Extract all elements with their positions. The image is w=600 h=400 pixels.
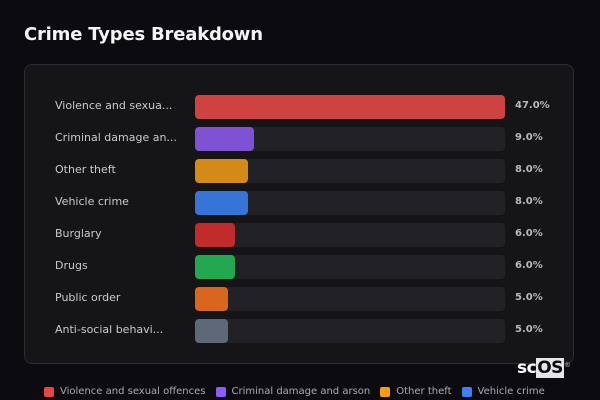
legend-swatch-icon xyxy=(44,386,54,397)
legend-swatch-icon xyxy=(461,386,472,397)
bar-fill[interactable] xyxy=(195,159,248,183)
legend-item[interactable]: Other theft xyxy=(380,386,452,397)
bar-label: Vehicle crime xyxy=(55,195,129,208)
chart-card: Violence and sexua... 47.0% Criminal damag… xyxy=(24,64,574,364)
bar-value: 9.0% xyxy=(515,132,543,143)
legend-item[interactable]: Violence and sexual offences xyxy=(44,386,206,397)
bar-fill[interactable] xyxy=(195,255,235,279)
bar-label: Drugs xyxy=(55,259,88,272)
legend-label: Violence and sexual offences xyxy=(60,386,206,397)
bar-row[interactable]: Vehicle crime 8.0% xyxy=(55,191,555,215)
legend-label: Criminal damage and arson xyxy=(231,386,371,397)
bar-track xyxy=(195,159,505,183)
bar-track xyxy=(195,255,505,279)
bar-track xyxy=(195,95,505,119)
bar-track xyxy=(195,127,505,151)
bar-label: Other theft xyxy=(55,163,116,176)
bar-fill[interactable] xyxy=(195,287,228,311)
bar-label: Public order xyxy=(55,291,121,304)
bar-row[interactable]: Criminal damage an... 9.0% xyxy=(55,127,555,151)
bar-label: Violence and sexua... xyxy=(55,99,173,112)
bar-track xyxy=(195,223,505,247)
registered-mark: ® xyxy=(563,361,571,369)
legend-item[interactable]: Vehicle crime xyxy=(461,386,545,397)
legend-swatch-icon xyxy=(215,386,226,397)
bar-label: Anti-social behavi... xyxy=(55,323,164,336)
bar-value: 5.0% xyxy=(515,324,543,335)
bar-value: 6.0% xyxy=(515,260,543,271)
bar-fill[interactable] xyxy=(195,191,248,215)
legend-label: Vehicle crime xyxy=(477,386,545,397)
bar-row[interactable]: Drugs 6.0% xyxy=(55,255,555,279)
logo-os: OS xyxy=(536,358,564,378)
bar-row[interactable]: Violence and sexua... 47.0% xyxy=(55,95,555,119)
bar-track xyxy=(195,191,505,215)
bar-fill[interactable] xyxy=(195,319,228,343)
bar-value: 8.0% xyxy=(515,196,543,207)
bar-value: 47.0% xyxy=(515,100,550,111)
page-title: Crime Types Breakdown xyxy=(24,24,263,45)
legend-item[interactable]: Criminal damage and arson xyxy=(215,386,371,397)
bar-label: Burglary xyxy=(55,227,102,240)
bar-fill[interactable] xyxy=(195,95,505,119)
bar-value: 6.0% xyxy=(515,228,543,239)
chart-legend: Violence and sexual offences Criminal dam… xyxy=(44,386,545,397)
bar-row[interactable]: Anti-social behavi... 5.0% xyxy=(55,319,555,343)
bar-track xyxy=(195,287,505,311)
bar-value: 5.0% xyxy=(515,292,543,303)
bar-list: Violence and sexua... 47.0% Criminal damag… xyxy=(55,95,555,351)
bar-row[interactable]: Burglary 6.0% xyxy=(55,223,555,247)
bar-track xyxy=(195,319,505,343)
logo-sc: sc xyxy=(517,358,537,378)
bar-fill[interactable] xyxy=(195,223,235,247)
bar-label: Criminal damage an... xyxy=(55,131,177,144)
legend-label: Other theft xyxy=(396,386,452,397)
bar-row[interactable]: Other theft 8.0% xyxy=(55,159,555,183)
bar-value: 8.0% xyxy=(515,164,543,175)
legend-swatch-icon xyxy=(380,386,391,397)
bar-row[interactable]: Public order 5.0% xyxy=(55,287,555,311)
scos-logo: scOS® xyxy=(517,358,571,378)
bar-fill[interactable] xyxy=(195,127,255,151)
